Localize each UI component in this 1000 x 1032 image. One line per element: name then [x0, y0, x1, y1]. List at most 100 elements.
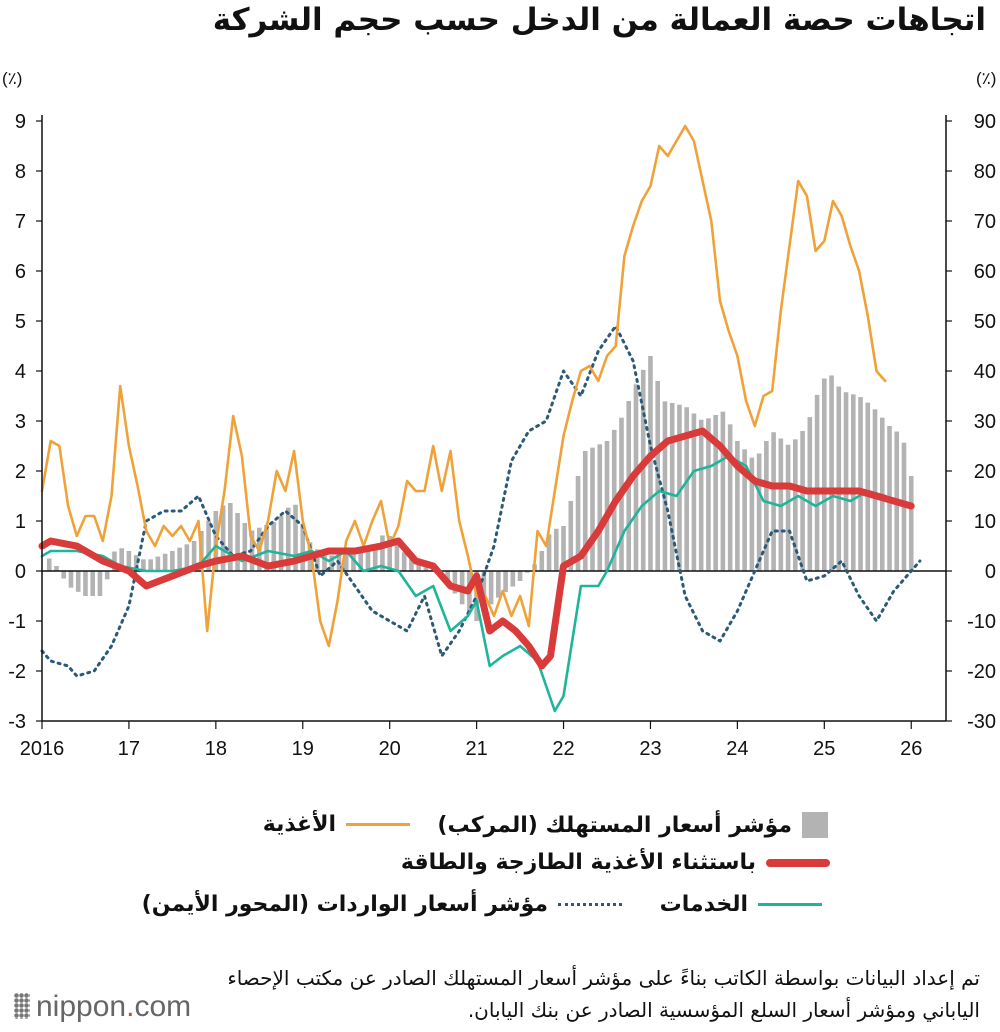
- cpi-bar: [800, 431, 805, 571]
- logo-dot: .: [126, 990, 135, 1023]
- right-tick-label: 20: [974, 461, 996, 483]
- cpi-bar: [858, 397, 863, 571]
- cpi-bar: [503, 571, 508, 593]
- left-tick-label: 5: [15, 311, 26, 333]
- x-tick-label: 23: [639, 738, 661, 760]
- x-tick-label: 21: [465, 738, 487, 760]
- cpi-bar: [401, 552, 407, 571]
- cpi-bar: [271, 522, 277, 571]
- legend-food: الأغذية: [263, 812, 410, 837]
- left-tick-label: 1: [15, 511, 26, 533]
- cpi-bar: [184, 544, 190, 571]
- cpi-bar: [590, 447, 595, 571]
- cpi-bar: [785, 444, 791, 571]
- cpi-bar: [228, 503, 233, 571]
- nippon-logo: nippon.com: [14, 990, 191, 1024]
- cpi-bar: [155, 556, 161, 571]
- cpi-bar: [54, 566, 59, 571]
- cpi-bar: [300, 523, 306, 571]
- cpi-bar: [553, 528, 559, 571]
- left-tick-label: 6: [15, 261, 26, 283]
- x-tick-label: 18: [205, 738, 227, 760]
- cpi-bar: [756, 453, 762, 571]
- cpi-bar: [264, 524, 269, 571]
- cpi-bar: [83, 571, 88, 596]
- cpi-bar: [75, 571, 81, 592]
- cpi-bar: [561, 526, 566, 571]
- core-line: [38, 427, 915, 670]
- cpi-bar: [604, 441, 610, 571]
- legend-cpi-label: مؤشر أسعار المستهلك (المركب): [437, 812, 792, 838]
- cpi-bar: [850, 394, 856, 571]
- cpi-bar: [322, 553, 327, 571]
- cpi-bar: [119, 548, 124, 571]
- cpi-bar: [727, 424, 733, 571]
- cpi-bar: [582, 451, 588, 571]
- left-tick-label: 0: [15, 561, 26, 583]
- legend-services-swatch: [758, 903, 822, 906]
- left-axis-unit: (٪): [2, 69, 22, 88]
- cpi-bar: [220, 505, 226, 571]
- cpi-bar: [141, 559, 146, 571]
- cpi-bar: [829, 375, 834, 571]
- cpi-bar: [872, 409, 878, 571]
- cpi-bar: [365, 551, 371, 571]
- cpi-bar: [648, 356, 653, 571]
- left-tick-label: 3: [15, 411, 26, 433]
- cpi-bar: [343, 552, 349, 571]
- cpi-bar: [445, 571, 450, 581]
- cpi-bar: [735, 441, 740, 571]
- legend-cpi: مؤشر أسعار المستهلك (المركب): [437, 812, 828, 838]
- cpi-bar: [814, 394, 820, 571]
- cpi-bar: [539, 551, 545, 571]
- left-tick-label: 4: [15, 361, 26, 383]
- cpi-bar: [517, 571, 523, 581]
- left-tick-label: -2: [8, 661, 26, 683]
- x-tick-label: 24: [726, 738, 748, 760]
- cpi-bar: [669, 403, 675, 571]
- right-tick-label: 40: [974, 361, 996, 383]
- right-tick-label: 0: [985, 561, 996, 583]
- cpi-bar: [170, 551, 175, 571]
- x-tick-label: 2016: [20, 738, 65, 760]
- logo-dots-icon: [14, 993, 30, 1019]
- cpi-bar: [843, 392, 849, 571]
- right-tick-label: -30: [967, 711, 996, 733]
- right-tick-label: -10: [967, 611, 996, 633]
- cpi-bar: [46, 558, 52, 571]
- cpi-bar: [90, 571, 96, 596]
- left-tick-label: 9: [15, 111, 26, 133]
- legend-services-label: الخدمات: [659, 892, 748, 917]
- logo-tld: com: [134, 990, 192, 1023]
- left-tick-label: 2: [15, 461, 26, 483]
- cpi-bar: [698, 419, 704, 571]
- cpi-bar: [525, 571, 530, 573]
- cpi-bar: [720, 411, 726, 571]
- cpi-bar: [104, 571, 110, 580]
- page-title: اتجاهات حصة العمالة من الدخل حسب حجم الش…: [212, 2, 986, 38]
- cpi-bar: [409, 558, 414, 571]
- source-note: تم إعداد البيانات بواسطة الكاتب بناءً عل…: [227, 966, 980, 1022]
- right-tick-label: 90: [974, 111, 996, 133]
- cpi-bar: [793, 439, 798, 571]
- cpi-bar: [640, 369, 646, 571]
- cpi-bar: [61, 571, 67, 579]
- cpi-bar: [278, 516, 284, 571]
- cpi-bar: [206, 521, 211, 571]
- cpi-bar: [568, 501, 574, 571]
- cpi-bar: [387, 536, 392, 571]
- left-tick-label: 7: [15, 211, 26, 233]
- cpi-bar: [691, 413, 697, 571]
- cpi-bar: [242, 523, 248, 571]
- legend-food-swatch: [346, 823, 410, 826]
- cpi-bar: [546, 534, 552, 571]
- cpi-bar: [742, 449, 747, 571]
- cpi-bar: [133, 555, 139, 571]
- x-tick-label: 22: [552, 738, 574, 760]
- cpi-bar: [764, 441, 769, 571]
- cpi-bar: [358, 551, 364, 571]
- x-tick-label: 26: [900, 738, 922, 760]
- cpi-bar: [575, 476, 581, 571]
- cpi-bar: [394, 544, 400, 571]
- right-tick-label: 50: [974, 311, 996, 333]
